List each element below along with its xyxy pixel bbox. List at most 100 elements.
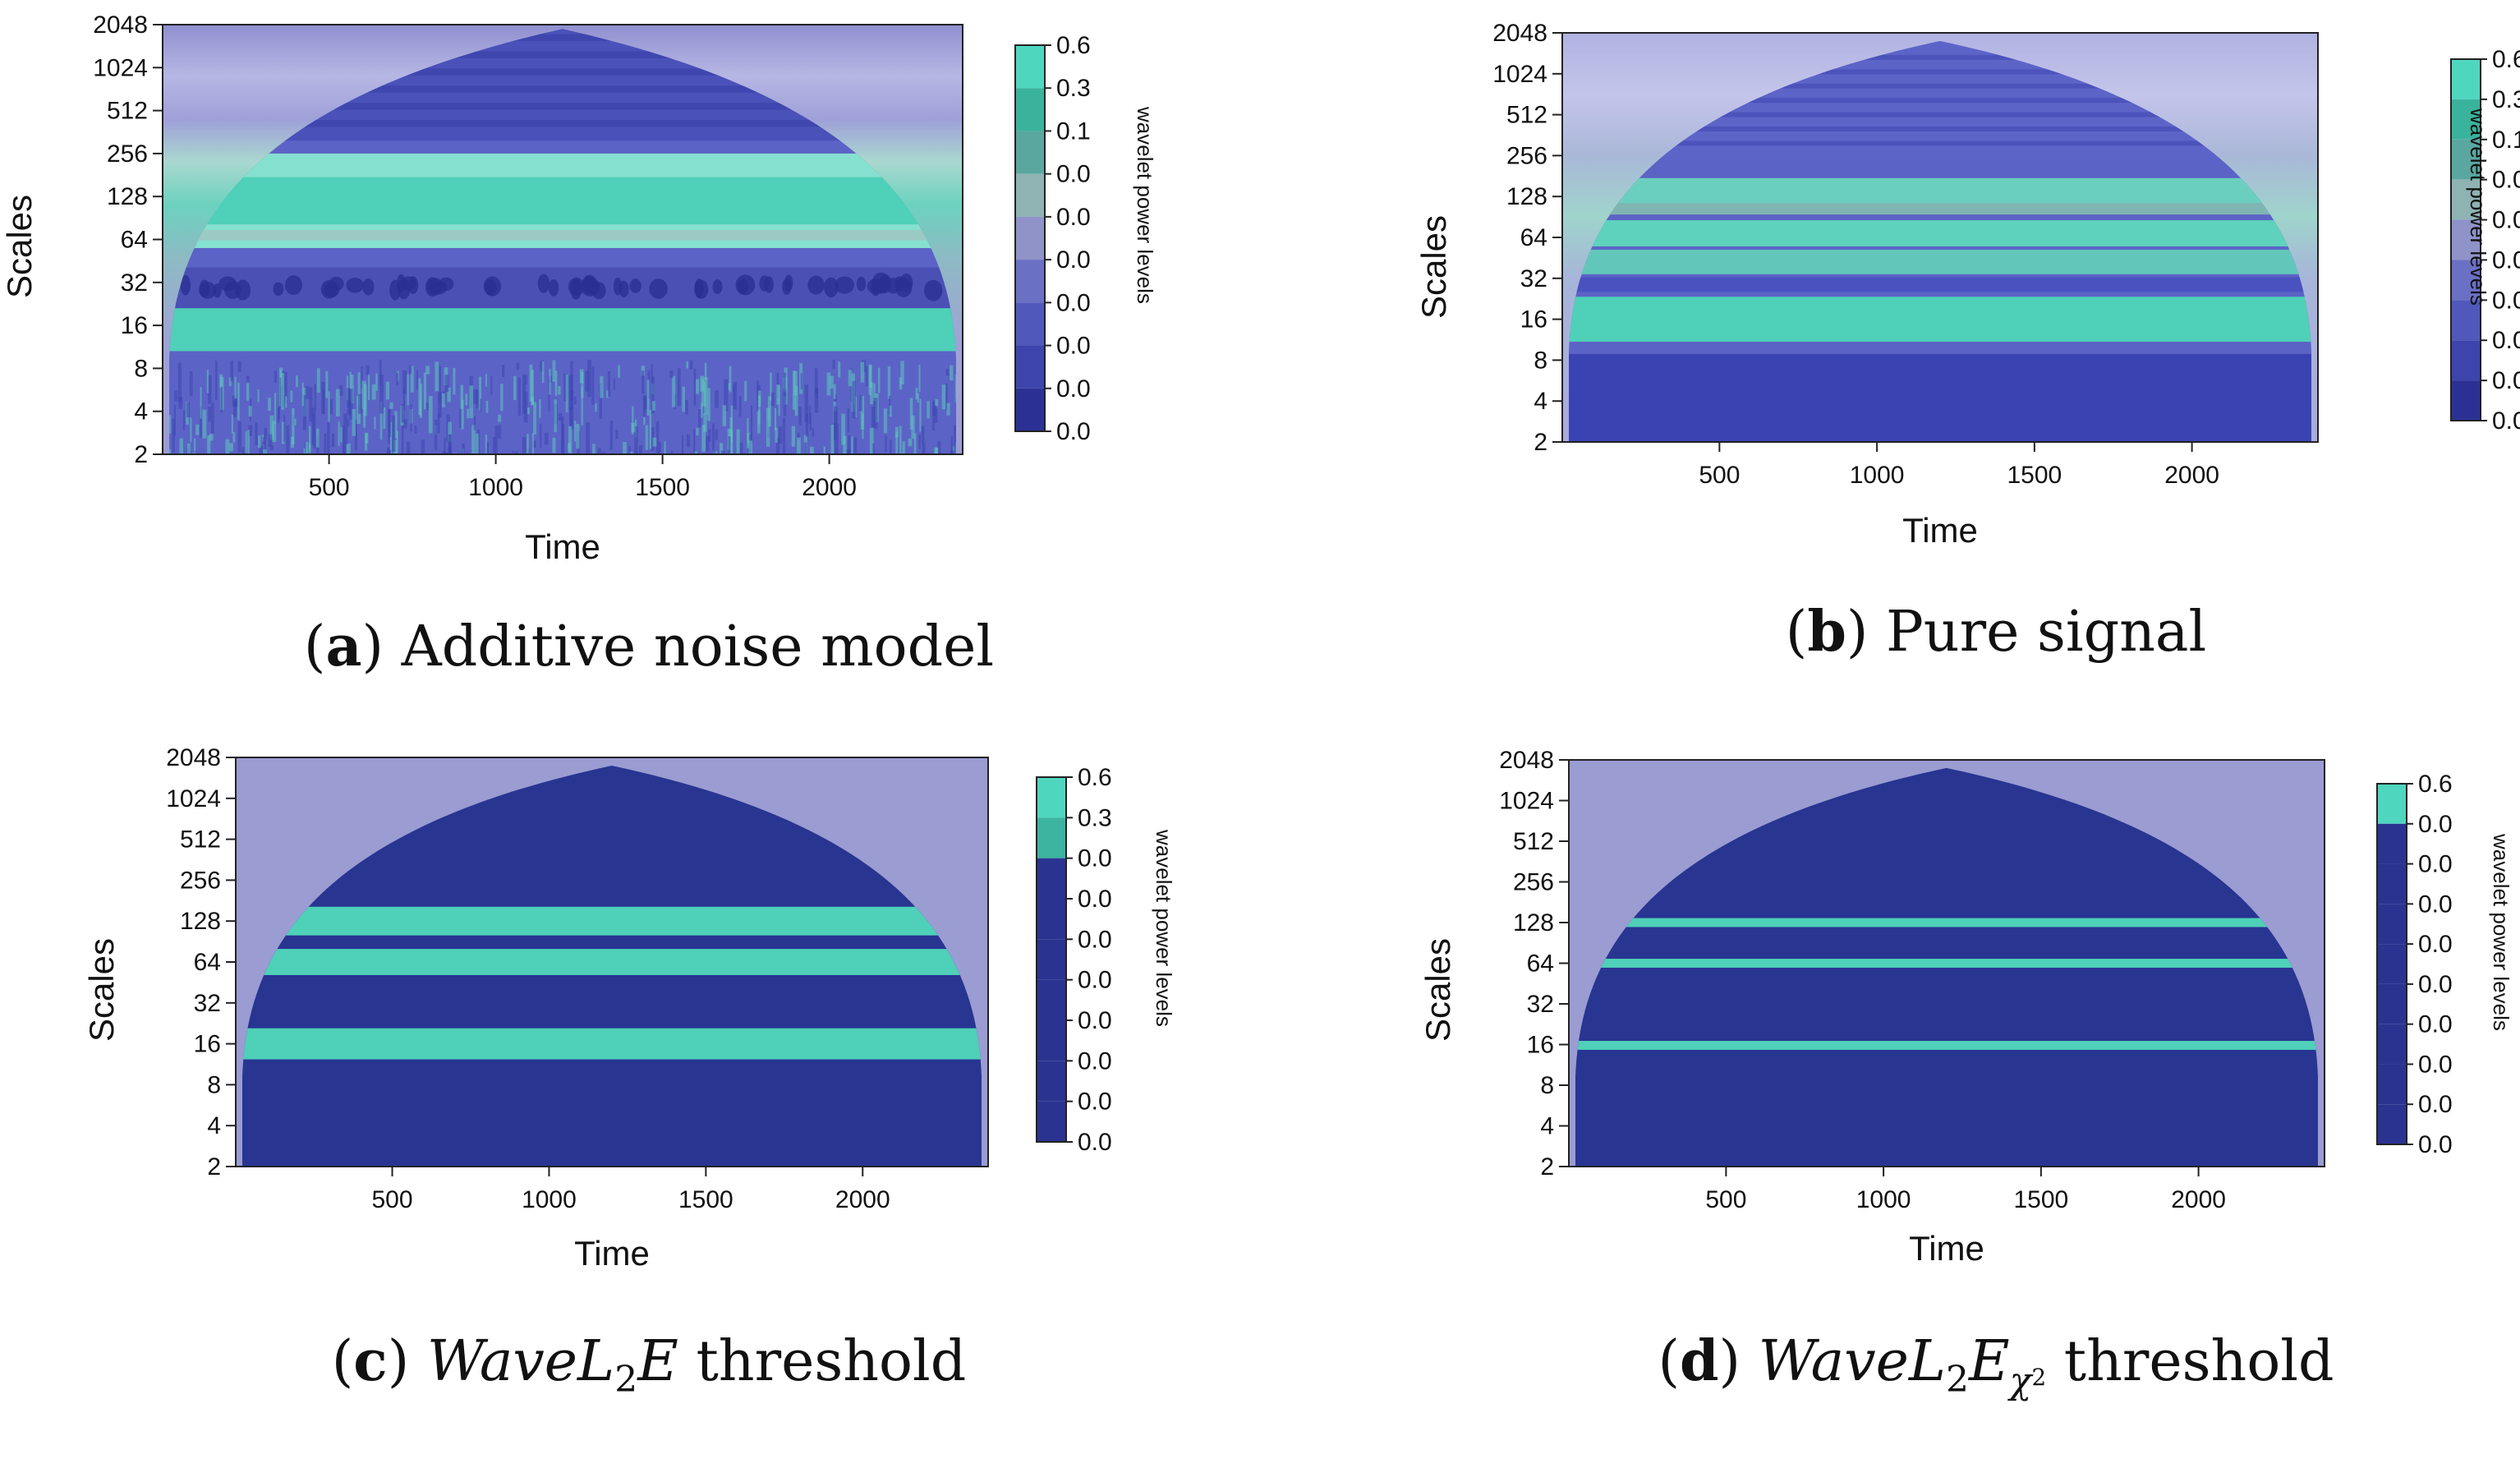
colorbar-segment <box>1015 345 1045 389</box>
colorbar-segment <box>2451 380 2481 421</box>
caption-text: E <box>1967 1329 2010 1394</box>
y-tick-label: 256 <box>107 140 148 168</box>
colorbar-tick-label: 0.6 <box>2492 46 2520 73</box>
y-tick-label: 1024 <box>1499 788 1554 815</box>
large-scale-stripe <box>1569 140 2311 146</box>
colorbar-tick-label: 0.0 <box>2492 367 2520 394</box>
colorbar-border <box>2376 783 2407 1145</box>
panel-d: 2 4 8 16 32 64 128 256 512 1024 2048 500 1000 1500 200… <box>1419 747 2513 1402</box>
panel-caption: (c) WaveL2E threshold <box>332 1328 966 1401</box>
caption-text: Pure signal <box>1886 600 2206 665</box>
y-tick-label: 2048 <box>166 744 221 771</box>
colorbar-tick-label: 0.0 <box>1078 845 1112 872</box>
plot-area <box>236 757 988 1167</box>
caption-paren: ) <box>1719 1329 1759 1394</box>
y-tick-label: 512 <box>107 98 148 125</box>
y-tick-label: 512 <box>1506 102 1547 129</box>
y-tick-label: 2 <box>134 441 148 468</box>
colorbar-tick-label: 0.0 <box>1078 1047 1112 1075</box>
colorbar: 0.6 0.0 0.0 0.0 0.0 0.0 0.0 0.0 0.0 0.0 wavelet po… <box>2376 771 2513 1158</box>
panel-caption: (d) WaveL2Eχ2 threshold <box>1658 1328 2334 1402</box>
colorbar-tick-label: 0.0 <box>2418 1011 2453 1038</box>
caption-letter: b <box>1807 599 1846 665</box>
colorbar-segment <box>1037 979 1066 1020</box>
panel-caption: (a) Additive noise model <box>304 614 994 679</box>
colorbar-segment <box>1037 1020 1066 1061</box>
colorbar-tick-label: 0.0 <box>1078 1129 1112 1156</box>
y-tick-label: 16 <box>194 1031 221 1058</box>
y-tick-label: 2048 <box>1492 20 1547 47</box>
colorbar-tick-label: 0.0 <box>1056 289 1091 316</box>
caption-superscript: 2 <box>2031 1364 2046 1391</box>
y-tick-label: 32 <box>1520 265 1547 292</box>
caption-paren: ( <box>332 1329 354 1394</box>
colorbar-segment <box>1015 216 1045 260</box>
panel-caption: (b) Pure signal <box>1786 599 2206 665</box>
caption-letter: c <box>353 1328 387 1394</box>
cone-content <box>1575 918 2318 1050</box>
caption-text: threshold <box>678 1329 966 1394</box>
large-scale-stripe <box>169 85 956 93</box>
colorbar-segment <box>2451 219 2481 260</box>
colorbar-border <box>1014 44 1046 432</box>
colorbar-tick-label: 0.1 <box>1056 117 1091 145</box>
caption-subscript: 2 <box>614 1359 637 1401</box>
band-scale-64 <box>1569 220 2311 246</box>
colorbar-tick-label: 0.0 <box>2492 246 2520 274</box>
colorbar-segment <box>2377 983 2407 1024</box>
colorbar-segment <box>1015 131 1045 174</box>
band-scale-16 <box>242 1028 982 1060</box>
colorbar-segment <box>1015 173 1045 217</box>
colorbar-segment <box>2377 1024 2407 1065</box>
panel-b: 2 4 8 16 32 64 128 256 512 1024 2048 500 1000 1500 200… <box>1414 20 2520 665</box>
x-tick-label: 500 <box>371 1186 412 1213</box>
colorbar-segment <box>1037 1061 1066 1102</box>
y-tick-label: 2 <box>1540 1153 1554 1181</box>
large-scale-stripe <box>1569 112 2311 117</box>
y-tick-label: 16 <box>1527 1032 1554 1059</box>
colorbar-segment <box>1015 88 1045 131</box>
y-tick-label: 128 <box>1513 909 1554 937</box>
band-scale-16 <box>1575 1041 2318 1050</box>
x-tick-label: 1500 <box>635 474 690 501</box>
caption-text: threshold <box>2046 1329 2334 1394</box>
band-scale-64 <box>1575 959 2318 968</box>
cone-content <box>242 906 982 1060</box>
y-tick-label: 128 <box>107 183 148 210</box>
colorbar-segment <box>2377 784 2407 824</box>
large-scale-stripe <box>169 103 956 110</box>
x-tick-label: 500 <box>309 474 350 501</box>
colorbar-segment <box>2451 179 2481 220</box>
y-tick-label: 16 <box>1520 306 1547 334</box>
colorbar-tick-label: 0.6 <box>1078 764 1112 791</box>
colorbar-tick-label: 0.0 <box>1056 418 1091 445</box>
colorbar-tick-label: 0.6 <box>1056 32 1091 59</box>
colorbar-segment <box>1037 939 1066 980</box>
colorbar-segment <box>2377 944 2407 984</box>
colorbar-segment <box>2451 300 2481 341</box>
y-tick-label: 1024 <box>1492 61 1547 88</box>
colorbar-tick-label: 0.3 <box>2492 86 2520 113</box>
caption-paren: ( <box>1658 1329 1680 1394</box>
colorbar-tick-label: 0.0 <box>2492 287 2520 314</box>
colorbar-segment <box>1015 260 1045 303</box>
large-scale-stripe <box>169 120 956 127</box>
band-scale-48 <box>1569 249 2311 274</box>
colorbar-segment <box>1037 899 1066 940</box>
colorbar-tick-label: 0.6 <box>2418 771 2453 798</box>
colorbar-segment <box>2377 1104 2407 1144</box>
colorbar-border <box>2450 58 2481 421</box>
x-tick-label: 2000 <box>835 1186 890 1213</box>
x-axis-label: Time <box>1902 511 1978 550</box>
colorbar-segment <box>2377 823 2407 864</box>
y-tick-label: 32 <box>194 990 221 1017</box>
panel-a: 2 4 8 16 32 64 128 256 512 1024 2048 500 1000 1500 200… <box>0 12 1157 679</box>
colorbar-label: wavelet power levels <box>1133 106 1157 304</box>
y-tick-label: 1024 <box>93 54 148 81</box>
y-tick-label: 2048 <box>1499 747 1554 774</box>
band-scale-128 <box>1575 918 2318 927</box>
y-tick-label: 4 <box>134 398 148 426</box>
colorbar-tick-label: 0.0 <box>2418 1091 2453 1118</box>
